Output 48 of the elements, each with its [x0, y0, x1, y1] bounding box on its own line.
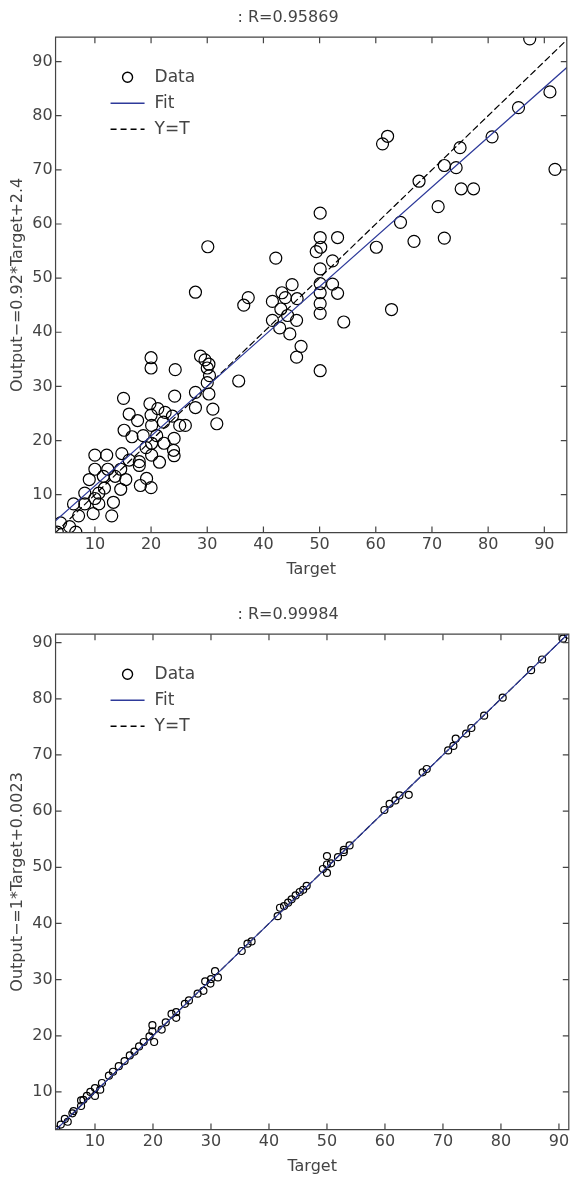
legend-label: Data [154, 662, 196, 683]
chart-title: : R=0.95869 [237, 6, 339, 26]
x-axis-title: Target [286, 1155, 337, 1175]
y-tick-label: 60 [32, 213, 53, 233]
x-tick-label: 40 [258, 1131, 280, 1151]
x-tick-label: 50 [316, 1131, 338, 1151]
legend-label: Y=T [153, 714, 191, 735]
legend-label: Fit [154, 91, 175, 112]
x-tick-label: 50 [309, 534, 330, 554]
legend-label: Data [154, 65, 196, 86]
y-axis-title: Output−=0.92*Target+2.4 [6, 177, 26, 393]
x-tick-label: 40 [253, 534, 274, 554]
x-tick-label: 10 [84, 1131, 106, 1151]
y-tick-label: 30 [32, 375, 53, 395]
x-tick-label: 10 [84, 534, 106, 554]
legend-label: Y=T [153, 117, 191, 138]
x-tick-label: 60 [374, 1131, 396, 1151]
y-tick-label: 50 [32, 267, 53, 287]
x-tick-label: 20 [142, 1131, 164, 1151]
y-tick-label: 90 [32, 50, 53, 70]
y-tick-label: 30 [32, 968, 53, 988]
y-tick-label: 10 [32, 1081, 53, 1101]
y-tick-label: 80 [32, 104, 53, 124]
y-tick-label: 70 [32, 159, 53, 178]
chart-title: : R=0.99984 [237, 603, 339, 623]
x-tick-label: 20 [140, 534, 162, 554]
x-tick-label: 30 [197, 534, 218, 554]
y-tick-label: 20 [32, 429, 53, 449]
y-tick-label: 70 [32, 744, 53, 764]
y-tick-label: 20 [32, 1024, 53, 1044]
x-tick-label: 90 [548, 1131, 570, 1151]
x-axis-title: Target [285, 558, 336, 578]
y-tick-label: 50 [32, 856, 53, 876]
x-tick-label: 30 [200, 1131, 222, 1151]
x-tick-label: 60 [365, 534, 386, 554]
y-tick-label: 10 [32, 483, 53, 503]
x-tick-label: 90 [534, 534, 555, 554]
y-tick-label: 40 [32, 321, 53, 341]
y-tick-label: 80 [32, 687, 53, 707]
x-tick-label: 70 [421, 534, 443, 554]
x-tick-label: 80 [490, 1131, 512, 1151]
y-tick-label: 60 [32, 800, 53, 820]
legend-label: Fit [154, 688, 175, 709]
y-axis-title: Output−=1*Target+0.0023 [6, 772, 26, 992]
y-tick-label: 90 [32, 631, 53, 651]
y-tick-label: 40 [32, 912, 53, 932]
x-tick-label: 70 [432, 1131, 454, 1151]
x-tick-label: 80 [477, 534, 499, 554]
